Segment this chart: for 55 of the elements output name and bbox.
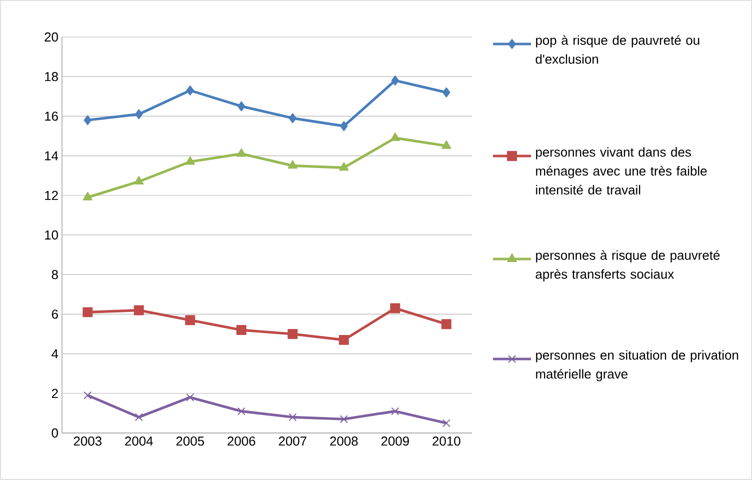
x-tick-label: 2005 xyxy=(176,436,204,446)
x-tick-label: 2004 xyxy=(125,436,153,446)
point xyxy=(441,319,452,330)
point xyxy=(288,160,298,169)
y-tick-label: 8 xyxy=(52,270,58,280)
point xyxy=(338,334,349,345)
x-tick-label: 2010 xyxy=(432,436,460,446)
point xyxy=(442,140,452,149)
point xyxy=(186,393,194,402)
point xyxy=(186,85,194,96)
y-tick-label: 16 xyxy=(45,112,58,121)
point xyxy=(84,115,92,126)
legend-label: personnes vivant dans des ménages avec une très faible intensité de travail xyxy=(536,147,707,195)
x-tick-label: 2003 xyxy=(74,436,102,446)
legend-label: personnes à risque de pauvreté après transferts sociaux xyxy=(536,250,720,282)
point xyxy=(134,176,144,185)
point xyxy=(339,162,349,171)
point xyxy=(238,101,246,112)
point xyxy=(82,192,92,200)
y-tick-label: 6 xyxy=(52,310,58,319)
y-tick-label: 0 xyxy=(52,428,58,438)
legend-label: pop à risque de pauvreté ou d'exclusion xyxy=(536,35,700,64)
y-tick-label: 14 xyxy=(45,151,58,160)
point xyxy=(82,307,93,318)
y-tick-label: 20 xyxy=(44,32,58,42)
x-tick-label: 2008 xyxy=(330,436,358,446)
point xyxy=(391,76,399,86)
point xyxy=(442,419,450,428)
point xyxy=(390,132,400,141)
y-tick-label: 18 xyxy=(45,72,58,82)
x-tick-label: 2006 xyxy=(228,436,256,446)
legend-label: personnes en situation de privation matérielle grave xyxy=(536,350,738,382)
point xyxy=(391,407,400,416)
point xyxy=(390,303,400,314)
point xyxy=(288,113,296,124)
x-tick-label: 2007 xyxy=(278,436,306,446)
x-tick-label: 2009 xyxy=(381,436,409,446)
point xyxy=(340,121,348,132)
point xyxy=(185,315,196,326)
y-tick-label: 10 xyxy=(45,230,58,240)
point xyxy=(134,413,143,422)
point xyxy=(236,148,246,157)
point xyxy=(288,329,298,339)
point xyxy=(135,109,143,120)
point xyxy=(236,325,246,336)
point xyxy=(185,156,195,165)
y-tick-label: 4 xyxy=(52,349,58,358)
point xyxy=(84,391,92,400)
y-tick-label: 12 xyxy=(45,190,58,200)
point xyxy=(237,407,246,416)
point xyxy=(442,87,450,98)
point xyxy=(134,305,144,316)
y-tick-label: 2 xyxy=(52,388,58,398)
point xyxy=(340,415,348,424)
point xyxy=(288,413,297,422)
